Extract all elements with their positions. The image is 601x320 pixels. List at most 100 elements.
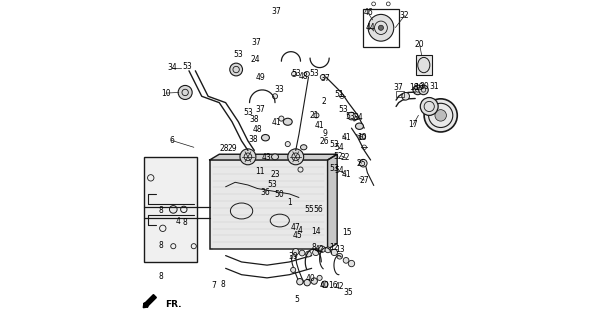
Text: 8: 8 [183,218,188,227]
Text: 23: 23 [270,171,280,180]
Text: 14: 14 [311,227,321,236]
Text: 19: 19 [414,83,424,92]
Text: 34: 34 [353,113,364,122]
Circle shape [379,25,383,30]
Text: 53: 53 [338,105,348,114]
Circle shape [285,141,290,147]
Circle shape [347,112,355,120]
Text: 37: 37 [393,84,403,92]
Ellipse shape [261,134,269,141]
Bar [210,160,328,249]
Text: 53: 53 [182,62,192,71]
Text: 41: 41 [341,170,351,179]
Text: 9: 9 [322,129,327,138]
Circle shape [413,85,423,95]
Text: 53: 53 [243,108,253,117]
Text: 36: 36 [260,188,270,197]
Text: 53: 53 [346,112,355,121]
Text: 51: 51 [334,90,344,99]
Text: 1: 1 [287,197,291,206]
Text: 42: 42 [335,282,344,291]
Text: 53: 53 [234,50,243,59]
Ellipse shape [300,145,307,150]
Text: 35: 35 [343,288,353,297]
Text: 33: 33 [274,85,284,94]
Circle shape [419,85,429,95]
Circle shape [343,258,349,263]
Text: 27: 27 [359,176,369,185]
Text: 41: 41 [272,118,281,127]
Text: 48: 48 [299,72,308,81]
Text: 11: 11 [255,167,264,176]
Text: 37: 37 [272,7,281,16]
Text: 48: 48 [252,125,262,134]
Text: 38: 38 [250,115,260,124]
Text: 40: 40 [320,281,329,290]
Text: 30: 30 [419,82,429,91]
Text: 8: 8 [311,243,316,252]
Text: 8: 8 [220,280,225,289]
Text: 32: 32 [400,12,409,20]
Circle shape [317,275,322,280]
Text: 41: 41 [314,121,324,130]
Circle shape [279,116,284,121]
Text: 8: 8 [159,206,163,215]
Circle shape [311,278,317,284]
Text: 50: 50 [274,190,284,199]
Text: 54: 54 [335,143,344,152]
Circle shape [359,159,367,167]
Text: 53: 53 [329,140,339,149]
Circle shape [169,205,177,213]
Text: 45: 45 [293,231,302,240]
Text: 29: 29 [228,144,237,153]
Text: 46: 46 [363,8,373,17]
Text: 37: 37 [256,106,266,115]
Text: 39: 39 [288,252,297,261]
Text: 4: 4 [298,226,303,235]
FancyArrow shape [143,295,156,308]
Text: 5: 5 [294,295,299,304]
Text: 10: 10 [161,89,171,98]
Circle shape [314,113,319,118]
Ellipse shape [272,154,278,160]
Circle shape [298,167,303,172]
Circle shape [424,99,457,132]
Circle shape [304,71,310,76]
Text: 16: 16 [328,281,338,290]
Ellipse shape [359,134,365,139]
Circle shape [297,278,303,285]
Circle shape [349,260,355,267]
Circle shape [299,250,305,256]
Circle shape [320,75,325,80]
Text: 20: 20 [415,40,424,49]
Text: 37: 37 [321,74,331,83]
Polygon shape [328,154,337,249]
Circle shape [325,247,331,253]
Text: 53: 53 [310,68,319,77]
Text: 8: 8 [159,241,163,250]
Text: 7: 7 [212,281,216,290]
Ellipse shape [283,118,292,125]
Text: 54: 54 [335,166,344,175]
Text: 24: 24 [251,55,260,64]
Circle shape [322,281,328,287]
Circle shape [291,268,296,272]
Text: 26: 26 [319,137,329,146]
Text: 56: 56 [314,205,323,214]
Text: 38: 38 [249,135,258,144]
Circle shape [305,251,311,257]
Text: 21: 21 [310,111,319,120]
Text: 52: 52 [334,152,343,161]
Circle shape [178,85,192,100]
Text: 13: 13 [335,245,345,254]
Circle shape [402,92,409,100]
Text: 53: 53 [292,68,302,77]
Text: 25: 25 [357,159,367,168]
Circle shape [337,253,343,259]
Text: 18: 18 [409,83,418,92]
Text: 49: 49 [256,73,266,82]
Bar [416,55,432,75]
Circle shape [288,149,304,165]
Text: 8: 8 [159,272,163,281]
Text: 53: 53 [329,164,339,173]
